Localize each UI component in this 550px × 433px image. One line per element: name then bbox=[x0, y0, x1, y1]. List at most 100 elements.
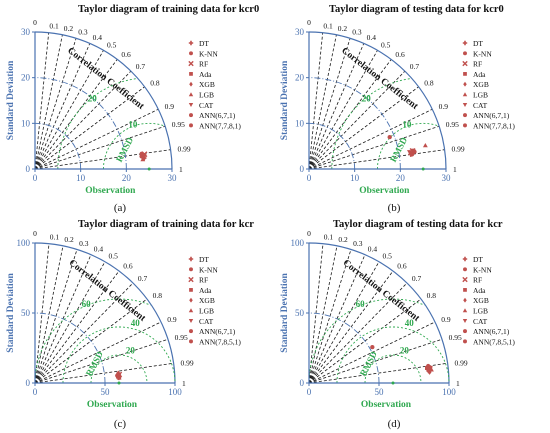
legend-entry: ANN(7,7,8,1) bbox=[473, 121, 515, 130]
rmsd-tick-label: 20 bbox=[126, 345, 136, 355]
observation-point bbox=[117, 381, 121, 385]
legend-entry: XGB bbox=[473, 80, 489, 89]
legend-marker bbox=[463, 297, 467, 303]
legend-marker bbox=[189, 329, 193, 334]
correlation-ray bbox=[308, 149, 445, 170]
panel-label: (a) bbox=[114, 202, 127, 214]
corr-tick-label: 0.95 bbox=[446, 120, 459, 129]
x-axis-label: Observation bbox=[359, 186, 410, 196]
correlation-ray bbox=[34, 321, 162, 384]
data-point bbox=[425, 365, 430, 371]
y-tick-label: 30 bbox=[295, 27, 305, 37]
legend-entry: Ada bbox=[473, 286, 486, 295]
corr-tick-label: 0.8 bbox=[150, 79, 160, 88]
data-point bbox=[141, 155, 146, 161]
rmsd-arc bbox=[90, 354, 148, 383]
legend-entry: ANN(6,7,1) bbox=[473, 327, 510, 336]
correlation-ray bbox=[308, 70, 406, 170]
data-point bbox=[139, 151, 144, 156]
correlation-ray bbox=[34, 59, 118, 170]
rmsd-tick-label: 60 bbox=[82, 299, 92, 309]
correlation-ray bbox=[34, 86, 145, 170]
legend-entry: ANN(6,7,1) bbox=[199, 327, 236, 336]
rmsd-arc bbox=[62, 326, 176, 383]
x-tick-label: 10 bbox=[76, 173, 86, 183]
std-arc bbox=[308, 122, 356, 170]
legend-marker bbox=[189, 267, 193, 272]
data-point bbox=[407, 150, 412, 155]
legend-marker bbox=[462, 103, 468, 107]
corr-tick-label: 0.1 bbox=[49, 22, 59, 31]
corr-tick-label: 0.3 bbox=[353, 239, 363, 248]
legend-entry: DT bbox=[473, 39, 483, 48]
corr-tick-label: 0.5 bbox=[109, 252, 119, 261]
legend-entry: ANN(7,7,8,1) bbox=[199, 121, 241, 130]
correlation-ray bbox=[308, 321, 436, 384]
x-axis-label: Observation bbox=[85, 186, 136, 196]
legend-marker bbox=[463, 329, 467, 334]
legend-entry: K-NN bbox=[199, 49, 218, 58]
chart-title: Taylor diagram of testing data for kcr bbox=[333, 219, 503, 230]
corr-tick-label: 0.3 bbox=[78, 28, 88, 37]
x-tick-label: 0 bbox=[33, 387, 38, 397]
legend-marker bbox=[188, 92, 194, 97]
data-point bbox=[422, 142, 428, 148]
legend-entry: CAT bbox=[199, 101, 214, 110]
data-point bbox=[387, 134, 392, 140]
legend-marker bbox=[462, 319, 468, 323]
corr-tick-label: 0.1 bbox=[324, 233, 334, 242]
legend-marker bbox=[189, 72, 193, 76]
corr-tick-label: 0.2 bbox=[338, 235, 348, 244]
x-tick-label: 30 bbox=[442, 173, 452, 183]
legend-marker bbox=[463, 339, 467, 344]
legend-entry: XGB bbox=[199, 80, 215, 89]
rmsd-arc bbox=[103, 122, 165, 169]
corr-tick-label: 0.2 bbox=[64, 235, 74, 244]
y-tick-label: 50 bbox=[21, 308, 31, 318]
legend-marker bbox=[189, 81, 193, 87]
legend-entry: K-NN bbox=[473, 265, 492, 274]
corr-tick-label: 0 bbox=[33, 18, 37, 27]
y-tick-label: 100 bbox=[17, 238, 31, 248]
correlation-ray bbox=[308, 245, 338, 384]
legend-entry: RF bbox=[473, 60, 482, 69]
legend-marker bbox=[188, 103, 194, 107]
data-point bbox=[429, 367, 434, 372]
legend-marker bbox=[188, 308, 194, 313]
legend-entry: ANN(7,8,5,1) bbox=[199, 337, 241, 346]
x-tick-label: 0 bbox=[307, 173, 312, 183]
corr-tick-label: 0.7 bbox=[136, 62, 146, 71]
corr-tick-label: 0.3 bbox=[79, 239, 89, 248]
legend-entry: K-NN bbox=[199, 265, 218, 274]
y-axis-label: Standard Deviation bbox=[280, 273, 290, 353]
rmsd-tick-label: 40 bbox=[405, 318, 415, 328]
std-arc bbox=[308, 77, 401, 170]
legend-marker bbox=[189, 297, 193, 303]
legend-entry: DT bbox=[473, 255, 483, 264]
corr-tick-label: 0.2 bbox=[64, 24, 74, 33]
legend-marker bbox=[188, 276, 194, 283]
y-tick-label: 0 bbox=[26, 164, 31, 174]
correlation-ray bbox=[308, 59, 392, 170]
taylor-panel-4: Taylor diagram of testing data for kcr0 0… bbox=[280, 219, 515, 430]
legend-entry: RF bbox=[199, 60, 208, 69]
y-tick-label: 0 bbox=[26, 378, 31, 388]
correlation-ray bbox=[308, 50, 378, 170]
x-tick-label: 50 bbox=[375, 387, 385, 397]
legend-marker bbox=[462, 60, 468, 67]
y-axis-label: Standard Deviation bbox=[280, 60, 290, 140]
correlation-ray bbox=[34, 50, 104, 170]
corr-tick-label: 0.8 bbox=[427, 291, 437, 300]
rmsd-arc bbox=[377, 122, 439, 169]
legend-marker bbox=[189, 51, 193, 56]
legend-entry: CAT bbox=[473, 317, 488, 326]
y-tick-label: 0 bbox=[300, 164, 305, 174]
std-arc bbox=[34, 312, 106, 384]
legend-entry: Ada bbox=[199, 286, 212, 295]
observation-point bbox=[421, 167, 425, 171]
legend-marker bbox=[188, 256, 194, 262]
x-tick-label: 100 bbox=[442, 387, 456, 397]
legend-entry: XGB bbox=[199, 296, 215, 305]
legend-marker bbox=[189, 339, 193, 344]
x-tick-label: 20 bbox=[122, 173, 132, 183]
